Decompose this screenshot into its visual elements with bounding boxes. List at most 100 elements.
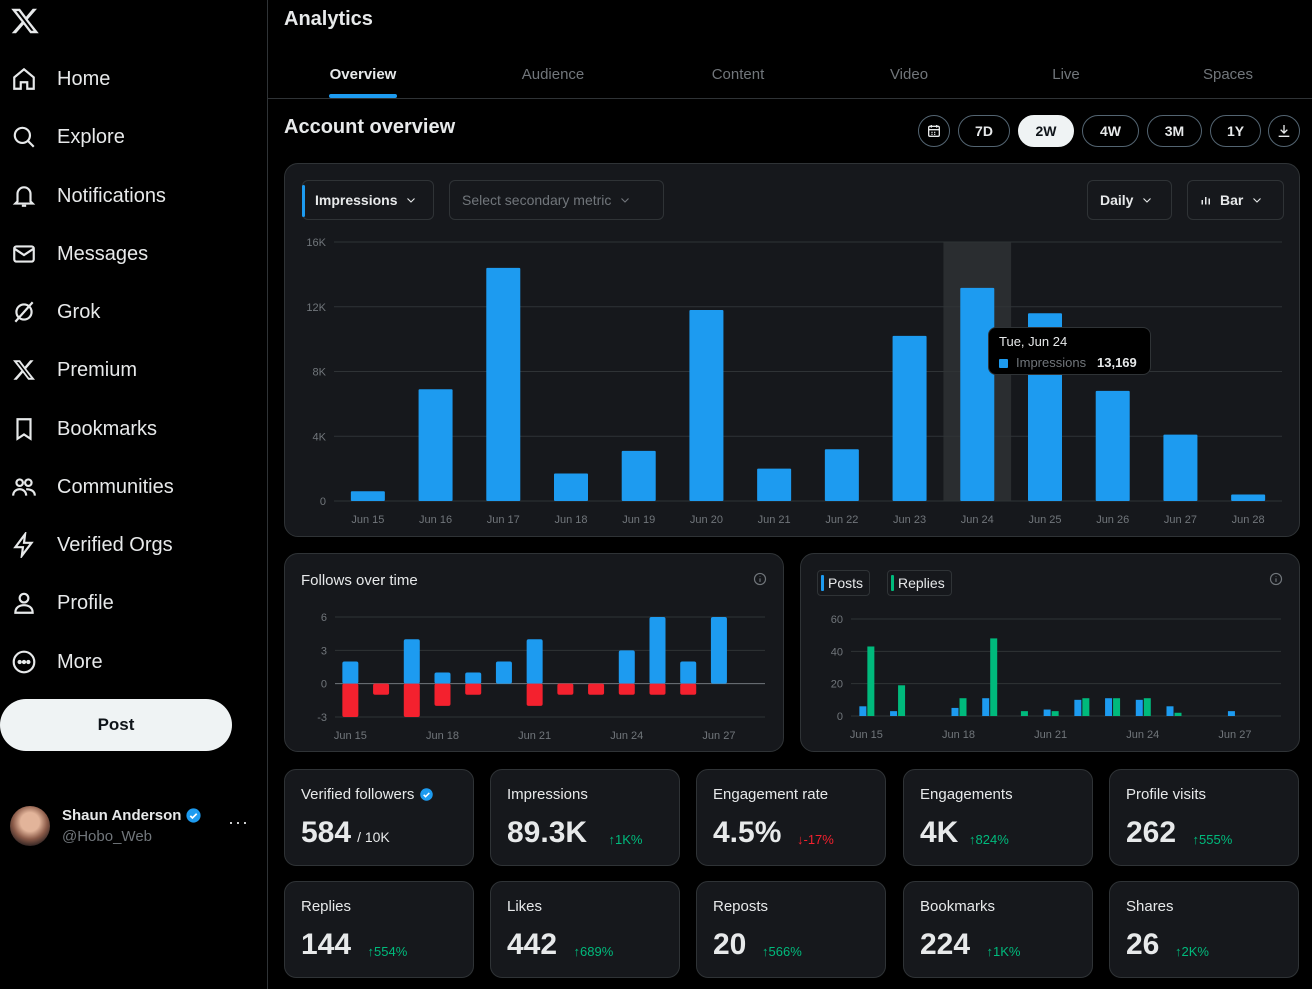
stat-label: Reposts <box>713 898 768 915</box>
x-tick-label: Jun 24 <box>961 514 994 526</box>
legend-replies[interactable]: Replies <box>887 570 952 596</box>
stat-card-engagements[interactable]: Engagements 4K ↑824% <box>903 769 1093 866</box>
stat-change: ↓-17% <box>797 832 834 847</box>
bar-follows <box>710 617 727 684</box>
chart-type-select[interactable]: Bar <box>1187 180 1284 220</box>
stat-change-value: 566% <box>768 944 802 959</box>
range-2w-button[interactable]: 2W <box>1018 115 1074 147</box>
x-tick-label: Jun 17 <box>487 514 520 526</box>
stat-label-text: Reposts <box>713 898 769 915</box>
bar-unfollows <box>588 683 605 695</box>
x-tick-label: Jun 18 <box>426 730 459 742</box>
download-button[interactable] <box>1268 115 1300 147</box>
stat-card-verified-followers[interactable]: Verified followers 584 / 10K <box>284 769 474 866</box>
stat-label-text: Shares <box>1126 898 1174 915</box>
active-tab-indicator <box>329 94 397 98</box>
range-7d-button[interactable]: 7D <box>958 115 1010 147</box>
more-icon[interactable]: ··· <box>228 812 249 832</box>
stat-label: Replies <box>301 898 351 915</box>
account-switcher[interactable]: Shaun Anderson @Hobo_Web ··· <box>10 804 260 848</box>
primary-metric-select[interactable]: Impressions <box>302 180 434 220</box>
x-tick-label: Jun 15 <box>334 730 367 742</box>
stat-value-text: 26 <box>1126 928 1160 961</box>
page-title: Analytics <box>284 8 373 30</box>
tab-overview[interactable]: Overview <box>329 65 397 83</box>
stat-label: Engagement rate <box>713 786 828 803</box>
sidebar-item-verified-orgs[interactable]: Verified Orgs <box>10 523 173 567</box>
sidebar-item-premium[interactable]: Premium <box>10 348 137 392</box>
stat-label-text: Engagement rate <box>713 786 829 803</box>
stat-card-profile-visits[interactable]: Profile visits 262 ↑555% <box>1109 769 1299 866</box>
sidebar-item-label: Explore <box>57 125 125 148</box>
bar-replies <box>1082 698 1090 716</box>
range-1y-button[interactable]: 1Y <box>1210 115 1261 147</box>
sidebar-item-label: More <box>57 650 103 673</box>
bar-replies <box>1143 698 1151 716</box>
sidebar-item-notifications[interactable]: Notifications <box>10 174 166 218</box>
sidebar-item-messages[interactable]: Messages <box>10 232 148 276</box>
sidebar-item-more[interactable]: More <box>10 640 103 684</box>
arrow-up-icon: ↑ <box>969 832 976 847</box>
sidebar-item-label: Grok <box>57 300 101 323</box>
sidebar-item-explore[interactable]: Explore <box>10 115 125 159</box>
tab-audience[interactable]: Audience <box>521 65 585 83</box>
post-button[interactable]: Post <box>0 699 232 751</box>
bar-follows <box>342 661 359 684</box>
legend-swatch <box>891 575 894 591</box>
info-icon[interactable] <box>1269 572 1283 586</box>
x-logo-icon[interactable] <box>10 6 40 36</box>
y-tick-label: 16K <box>306 237 326 249</box>
tab-content[interactable]: Content <box>711 65 765 83</box>
sidebar-item-home[interactable]: Home <box>10 57 110 101</box>
stat-value: 20 <box>713 928 746 962</box>
range-3m-button[interactable]: 3M <box>1147 115 1202 147</box>
impressions-bar-chart[interactable]: 0 4K 8K 12K 16K Jun 15 Jun 16 Jun 17 Jun 18 Jun 1… <box>284 225 1300 535</box>
chevron-down-icon <box>1143 198 1152 203</box>
sidebar-item-communities[interactable]: Communities <box>10 465 174 509</box>
chart-tooltip: Tue, Jun 24 Impressions 13,169 <box>988 327 1151 375</box>
sidebar-item-bookmarks[interactable]: Bookmarks <box>10 407 157 451</box>
bar-unfollows <box>618 683 635 695</box>
bar-replies <box>959 698 967 716</box>
verified-badge-icon <box>186 808 202 823</box>
posts-replies-bar-chart[interactable]: 0 20 40 60 Jun 15 Jun 18 Jun 21 Jun 24 Jun 27 <box>801 609 1301 749</box>
x-tick-label: Jun 15 <box>850 729 883 741</box>
search-icon <box>10 123 38 151</box>
sidebar-item-grok[interactable]: Grok <box>10 290 100 334</box>
avatar[interactable] <box>10 806 50 846</box>
x-logo-icon <box>10 356 38 384</box>
bar <box>689 309 724 501</box>
tab-live[interactable]: Live <box>1052 65 1080 83</box>
stat-card-bookmarks[interactable]: Bookmarks 224 ↑1K% <box>903 881 1093 978</box>
stat-value: 26 <box>1126 928 1159 962</box>
stat-card-engagement-rate[interactable]: Engagement rate 4.5% ↓-17% <box>696 769 886 866</box>
range-4w-button[interactable]: 4W <box>1082 115 1139 147</box>
stat-card-reposts[interactable]: Reposts 20 ↑566% <box>696 881 886 978</box>
lightning-icon <box>10 531 38 559</box>
info-icon[interactable] <box>753 572 767 586</box>
tab-video[interactable]: Video <box>889 65 929 83</box>
interval-select[interactable]: Daily <box>1087 180 1172 220</box>
follows-bar-chart[interactable]: -3 0 3 6 Jun 15 Jun 18 Jun 21 Jun 24 Jun 27 <box>285 599 785 749</box>
bar-chart-icon <box>1201 197 1210 205</box>
bar-unfollows <box>342 683 359 717</box>
stat-value: 584 / 10K <box>301 816 390 850</box>
user-name: Shaun Anderson <box>62 807 202 824</box>
stat-change: ↑824% <box>969 832 1009 847</box>
stat-change-value: 824% <box>975 832 1009 847</box>
sidebar-item-profile[interactable]: Profile <box>10 581 114 625</box>
stat-change: ↑555% <box>1193 832 1233 847</box>
secondary-metric-select[interactable]: Select secondary metric <box>449 180 664 220</box>
legend-posts[interactable]: Posts <box>817 570 871 596</box>
stat-card-shares[interactable]: Shares 26 ↑2K% <box>1109 881 1299 978</box>
stat-value-text: 584 <box>301 816 352 849</box>
tooltip-date: Tue, Jun 24 <box>999 334 1068 349</box>
stat-card-replies[interactable]: Replies 144 ↑554% <box>284 881 474 978</box>
tab-spaces[interactable]: Spaces <box>1202 65 1254 83</box>
stat-card-likes[interactable]: Likes 442 ↑689% <box>490 881 680 978</box>
sidebar-item-label: Communities <box>57 475 174 498</box>
stat-value: 442 <box>507 928 557 962</box>
stat-card-impressions[interactable]: Impressions 89.3K ↑1K% <box>490 769 680 866</box>
calendar-button[interactable] <box>918 115 950 147</box>
bar-replies <box>1051 711 1059 716</box>
